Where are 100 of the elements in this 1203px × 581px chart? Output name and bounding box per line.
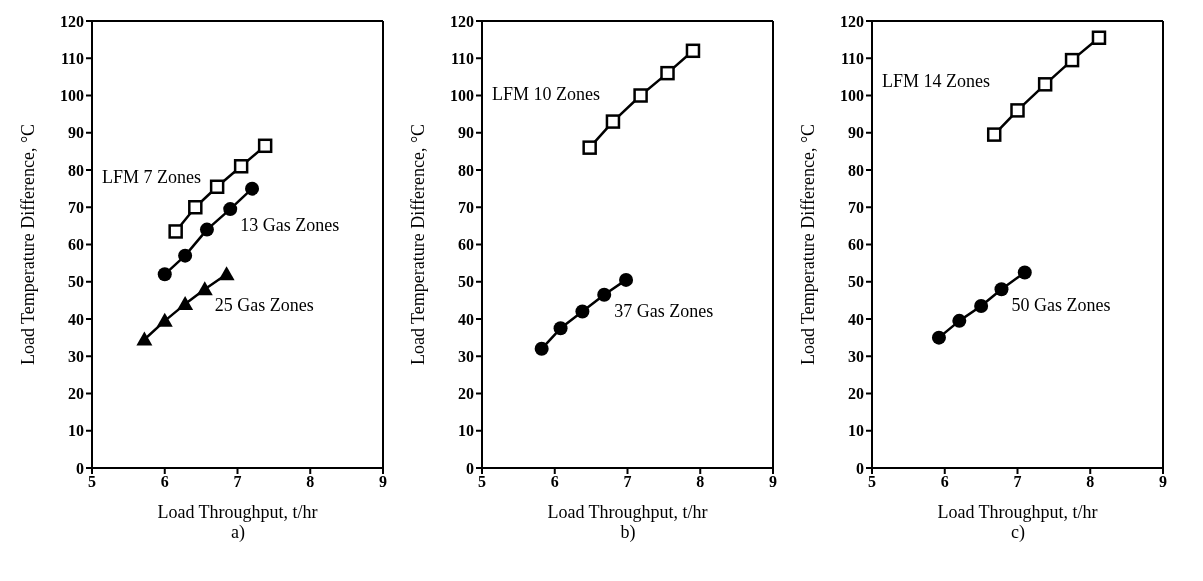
y-tick-label: 50 [458,273,474,291]
point [974,298,989,313]
y-tick-label: 50 [68,273,84,291]
point [685,43,701,59]
y-tick-label: 0 [76,459,84,477]
x-axis-title: Load Throughput, t/hr [157,502,318,522]
y-tick-label: 0 [466,459,474,477]
point [633,88,648,103]
point [597,287,612,302]
y-tick-label: 20 [68,385,84,403]
y-tick-label: 30 [68,347,84,365]
x-axis-title: Load Throughput, t/hr [937,502,1098,522]
y-tick-label: 40 [848,310,864,328]
point [199,222,214,237]
point [156,312,173,327]
y-axis-title: Load Temperature Difference, °C [18,123,39,366]
y-tick-label: 80 [458,161,474,179]
x-tick-label: 9 [769,473,777,491]
point [177,296,194,311]
point [553,321,568,336]
y-tick-label: 100 [450,87,474,105]
y-tick-label: 60 [458,236,474,254]
y-tick-label: 70 [68,198,84,216]
x-tick-label: 7 [623,473,632,491]
text: c) [1010,522,1026,543]
series-label: 37 Gas Zones [614,300,714,321]
series-label: 25 Gas Zones [214,295,314,316]
x-tick-label: 5 [478,473,486,491]
y-tick-label: 60 [848,236,864,254]
y-tick-label: 90 [458,124,474,142]
y-tick-label: 40 [458,310,474,328]
y-tick-label: 80 [68,161,84,179]
point [575,304,590,319]
y-tick-label: 70 [848,198,864,216]
x-tick-label: 6 [160,473,169,491]
point [534,341,549,356]
y-tick-label: 80 [848,161,864,179]
point [188,200,203,215]
x-tick-label: 8 [696,473,705,491]
point [178,248,193,263]
point [209,179,225,195]
point [605,114,621,129]
point [619,272,634,287]
x-tick-label: 6 [550,473,559,491]
point [168,224,183,239]
y-tick-label: 120 [60,12,84,30]
y-tick-label: 70 [458,198,474,216]
series-label: LFM 10 Zones [492,83,600,104]
point [1091,30,1107,46]
point [223,202,238,217]
y-axis-title: Load Temperature Difference, °C [408,123,429,366]
point [1017,265,1032,280]
y-tick-label: 110 [60,49,84,67]
y-tick-label: 20 [458,385,474,403]
x-tick-label: 7 [233,473,242,491]
point [1064,52,1080,68]
x-tick-label: 5 [868,473,876,491]
text: a) [230,522,246,543]
x-tick-label: 7 [1013,473,1022,491]
x-tick-label: 8 [1086,473,1095,491]
point [994,282,1009,297]
point [986,127,1002,142]
point [257,138,273,154]
series-label: 13 Gas Zones [240,215,340,236]
point [660,65,675,81]
series-label: 50 Gas Zones [1011,295,1111,316]
y-tick-label: 120 [840,12,864,30]
point [245,181,260,196]
y-tick-label: 110 [840,49,864,67]
point [218,266,235,281]
y-axis-title: Load Temperature Difference, °C [798,123,819,366]
y-tick-label: 50 [848,273,864,291]
y-tick-label: 60 [68,236,84,254]
point [1010,103,1025,118]
point [931,330,946,345]
y-tick-label: 0 [856,459,864,477]
point [1037,77,1053,92]
y-tick-label: 10 [68,422,84,440]
point [952,313,967,328]
y-tick-label: 20 [848,385,864,403]
x-tick-label: 5 [88,473,96,491]
y-tick-label: 30 [848,347,864,365]
y-tick-label: 90 [68,124,84,142]
y-tick-label: 90 [848,124,864,142]
y-tick-label: 100 [60,87,84,105]
y-tick-label: 10 [848,422,864,440]
point [582,140,597,155]
series-label: LFM 14 Zones [882,70,990,91]
y-tick-label: 110 [450,49,474,67]
y-tick-label: 10 [458,422,474,440]
x-tick-label: 8 [306,473,315,491]
point [136,331,153,346]
y-tick-label: 120 [450,12,474,30]
x-tick-label: 9 [1159,473,1167,491]
point [233,159,249,174]
point [157,267,172,282]
x-axis-title: Load Throughput, t/hr [547,502,708,522]
series-label: LFM 7 Zones [102,167,201,188]
y-tick-label: 40 [68,310,84,328]
x-tick-label: 6 [940,473,949,491]
